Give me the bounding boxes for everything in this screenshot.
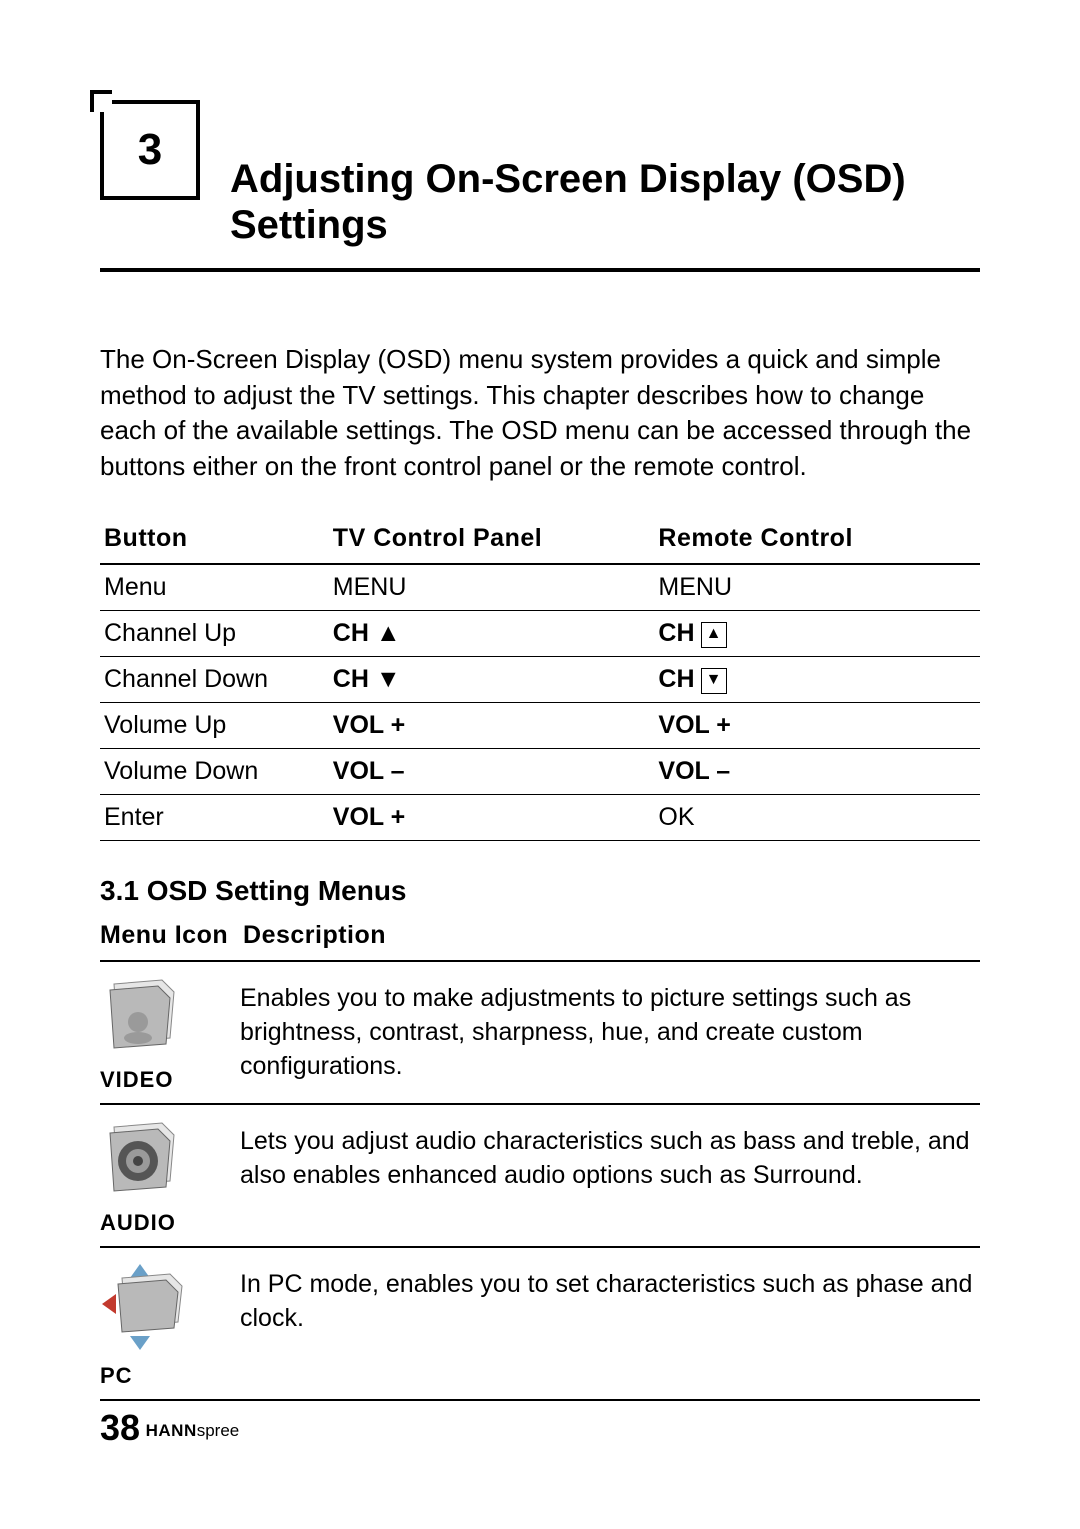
panel-value: VOL –: [329, 749, 655, 795]
remote-value: OK: [654, 795, 980, 841]
menu-table-header: Menu Icon Description: [100, 921, 980, 962]
audio-icon: [100, 1119, 240, 1204]
icon-column: AUDIO: [100, 1119, 240, 1236]
section-heading: 3.1 OSD Setting Menus: [100, 875, 980, 907]
chapter-title: Adjusting On-Screen Display (OSD) Settin…: [230, 100, 980, 248]
menu-description: Lets you adjust audio characteristics su…: [240, 1119, 980, 1193]
chapter-number: 3: [104, 104, 196, 196]
panel-value: VOL +: [329, 703, 655, 749]
remote-value: MENU: [654, 564, 980, 611]
brand-light: spree: [197, 1421, 240, 1440]
menu-desc-header: Description: [243, 921, 386, 949]
remote-value: VOL +: [654, 703, 980, 749]
button-name: Enter: [100, 795, 329, 841]
button-name: Volume Down: [100, 749, 329, 795]
arrow-down-icon: ▼: [701, 668, 727, 694]
icon-column: PC: [100, 1262, 240, 1389]
page-footer: 38 HANNspree: [100, 1407, 239, 1449]
pc-icon: [100, 1262, 240, 1357]
panel-value: CH ▼: [329, 657, 655, 703]
col-button: Button: [100, 518, 329, 564]
table-row: Channel DownCH ▼CH▼: [100, 657, 980, 703]
table-row: Channel UpCH ▲CH▲: [100, 611, 980, 657]
menu-row: PC In PC mode, enables you to set charact…: [100, 1248, 980, 1401]
table-row: MenuMENUMENU: [100, 564, 980, 611]
table-row: EnterVOL +OK: [100, 795, 980, 841]
chapter-number-box: 3: [100, 100, 200, 200]
panel-value: MENU: [329, 564, 655, 611]
table-row: Volume DownVOL –VOL –: [100, 749, 980, 795]
table-row: Volume UpVOL +VOL +: [100, 703, 980, 749]
panel-value: VOL +: [329, 795, 655, 841]
video-icon: [100, 976, 240, 1061]
arrow-up-icon: ▲: [701, 622, 727, 648]
menu-label: PC: [100, 1363, 240, 1389]
menu-icon-header: Menu Icon: [100, 921, 228, 950]
button-name: Channel Up: [100, 611, 329, 657]
remote-value: CH▼: [654, 657, 980, 703]
menu-label: VIDEO: [100, 1067, 240, 1093]
button-table: Button TV Control Panel Remote Control M…: [100, 518, 980, 841]
panel-value: CH ▲: [329, 611, 655, 657]
remote-value: VOL –: [654, 749, 980, 795]
table-header-row: Button TV Control Panel Remote Control: [100, 518, 980, 564]
col-panel: TV Control Panel: [329, 518, 655, 564]
remote-value: CH▲: [654, 611, 980, 657]
chapter-box-tab: [90, 90, 112, 112]
menu-description: Enables you to make adjustments to pictu…: [240, 976, 980, 1083]
chapter-header: 3 Adjusting On-Screen Display (OSD) Sett…: [100, 100, 980, 272]
brand-bold: HANN: [146, 1421, 197, 1440]
col-remote: Remote Control: [654, 518, 980, 564]
menu-row: AUDIOLets you adjust audio characteristi…: [100, 1105, 980, 1248]
button-name: Menu: [100, 564, 329, 611]
menu-row: VIDEOEnables you to make adjustments to …: [100, 962, 980, 1105]
button-name: Channel Down: [100, 657, 329, 703]
page-number: 38: [100, 1407, 140, 1448]
menu-label: AUDIO: [100, 1210, 240, 1236]
intro-paragraph: The On-Screen Display (OSD) menu system …: [100, 342, 980, 484]
icon-column: VIDEO: [100, 976, 240, 1093]
button-name: Volume Up: [100, 703, 329, 749]
menu-description: In PC mode, enables you to set character…: [240, 1262, 980, 1336]
